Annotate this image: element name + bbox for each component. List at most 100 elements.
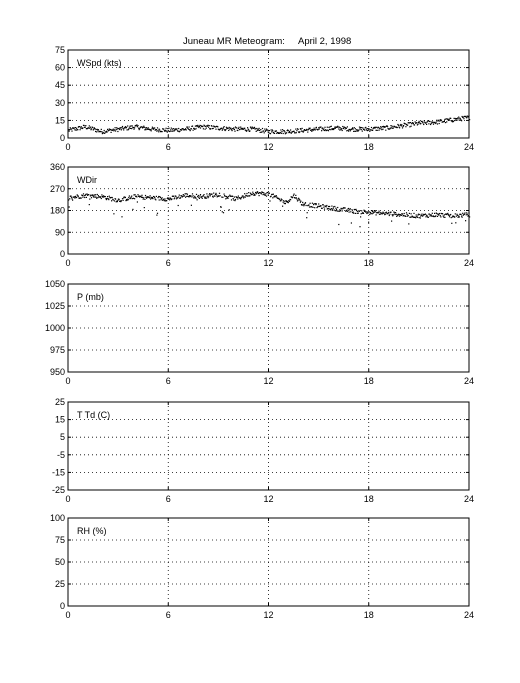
wind-direction-point <box>81 194 83 196</box>
wind-speed-point <box>146 127 148 129</box>
wind-speed-point <box>426 123 428 125</box>
wind-direction-point <box>133 194 135 196</box>
wind-speed-point <box>147 127 149 129</box>
wind-direction-point <box>83 195 85 197</box>
wind-speed-point <box>340 128 342 131</box>
wind-direction-point <box>150 196 152 198</box>
wind-speed-point <box>358 126 361 128</box>
wind-speed-point <box>296 130 298 132</box>
wind-direction-point <box>215 192 217 194</box>
wind-speed-point <box>192 129 194 131</box>
wind-direction-point <box>161 197 163 199</box>
wind-direction-point <box>227 197 229 199</box>
wind-speed-point <box>196 126 198 128</box>
wind-direction-point <box>146 197 148 199</box>
wind-speed-point <box>259 129 261 131</box>
wind-speed-point <box>165 127 167 129</box>
wind-speed-point <box>139 126 141 128</box>
wind-direction-point <box>232 198 234 200</box>
wind-speed-point <box>154 127 156 129</box>
wind-speed-point <box>101 131 103 133</box>
wind-speed-point <box>463 118 465 120</box>
wind-direction-point <box>248 192 250 194</box>
wind-direction-point <box>392 214 394 216</box>
wind-direction-point <box>88 194 90 196</box>
wind-direction-point <box>240 198 242 200</box>
wind-direction-point <box>331 209 334 211</box>
wind-direction-point <box>372 212 374 214</box>
wind-direction-point <box>130 197 132 199</box>
wind-speed-point <box>237 127 239 130</box>
wind-speed-point <box>236 127 238 129</box>
wind-speed-point <box>300 130 303 132</box>
wind-speed-point <box>374 127 376 129</box>
wind-direction-point <box>174 197 176 199</box>
wind-direction-point <box>143 197 145 199</box>
wind-speed-point <box>400 123 402 126</box>
wind-direction-point <box>226 197 228 199</box>
wind-direction-point <box>462 212 464 214</box>
wind-direction-point <box>292 196 294 198</box>
wind-speed-point <box>405 123 408 125</box>
temperature-dewpoint-xtick-label: 24 <box>464 494 474 504</box>
wind-direction-point <box>140 195 142 197</box>
relative-humidity-xtick-label: 6 <box>166 610 171 620</box>
wind-speed-point <box>330 129 332 131</box>
wind-speed-point <box>298 131 300 134</box>
wind-speed-point <box>217 128 219 130</box>
wind-direction-point <box>260 193 262 195</box>
wind-direction-point <box>146 196 148 198</box>
wind-direction-point <box>207 197 209 199</box>
wind-direction-point <box>431 212 433 214</box>
wind-direction-point <box>284 201 286 203</box>
wind-speed-point <box>405 126 407 128</box>
wind-speed-point <box>360 126 362 129</box>
wind-speed-point <box>277 132 279 134</box>
wind-speed-point <box>125 127 127 129</box>
wind-speed-point <box>366 128 368 130</box>
wind-speed-point <box>329 126 331 128</box>
wind-direction-point <box>375 214 377 216</box>
wind-direction-point <box>153 196 155 198</box>
wind-speed-point <box>365 129 367 131</box>
wind-speed-point <box>172 130 174 132</box>
wind-speed-point <box>124 127 126 129</box>
wind-speed-point <box>348 130 350 132</box>
wind-speed-point <box>307 129 309 131</box>
wind-speed-point <box>100 131 102 133</box>
wind-speed-point <box>341 128 343 130</box>
wind-speed-point <box>142 127 144 129</box>
wind-direction-point <box>308 204 310 206</box>
wind-direction-point <box>251 193 253 196</box>
wind-speed-point <box>400 125 402 127</box>
wind-speed-point <box>170 129 172 131</box>
wind-direction-point <box>116 201 118 203</box>
wind-direction-point <box>120 201 122 203</box>
wind-direction-point <box>94 196 96 198</box>
wind-speed-point <box>379 128 381 130</box>
wind-direction-point <box>455 215 457 217</box>
wind-speed-point <box>107 128 109 130</box>
wind-direction-point <box>399 215 401 217</box>
wind-direction-point <box>118 198 120 200</box>
wind-speed-point <box>131 125 133 127</box>
wind-direction-point <box>199 195 201 197</box>
wind-direction-point <box>312 206 314 208</box>
wind-speed-point <box>404 123 406 125</box>
wind-speed-point <box>383 126 385 128</box>
wind-speed-point <box>156 130 158 132</box>
wind-direction-point <box>298 197 300 199</box>
wind-speed-point <box>218 129 221 131</box>
wind-direction-point <box>240 197 242 199</box>
wind-speed-point <box>273 132 276 134</box>
wind-direction-point <box>100 196 102 198</box>
wind-speed-point <box>261 131 263 133</box>
wind-speed-point <box>310 129 312 131</box>
wind-direction-point <box>431 215 433 217</box>
wind-direction-point <box>350 222 352 224</box>
wind-direction-point <box>429 215 431 217</box>
wind-direction-point <box>148 197 151 199</box>
wind-direction-point <box>290 199 292 201</box>
wind-speed-point <box>420 123 422 125</box>
wind-direction-point <box>123 197 125 199</box>
